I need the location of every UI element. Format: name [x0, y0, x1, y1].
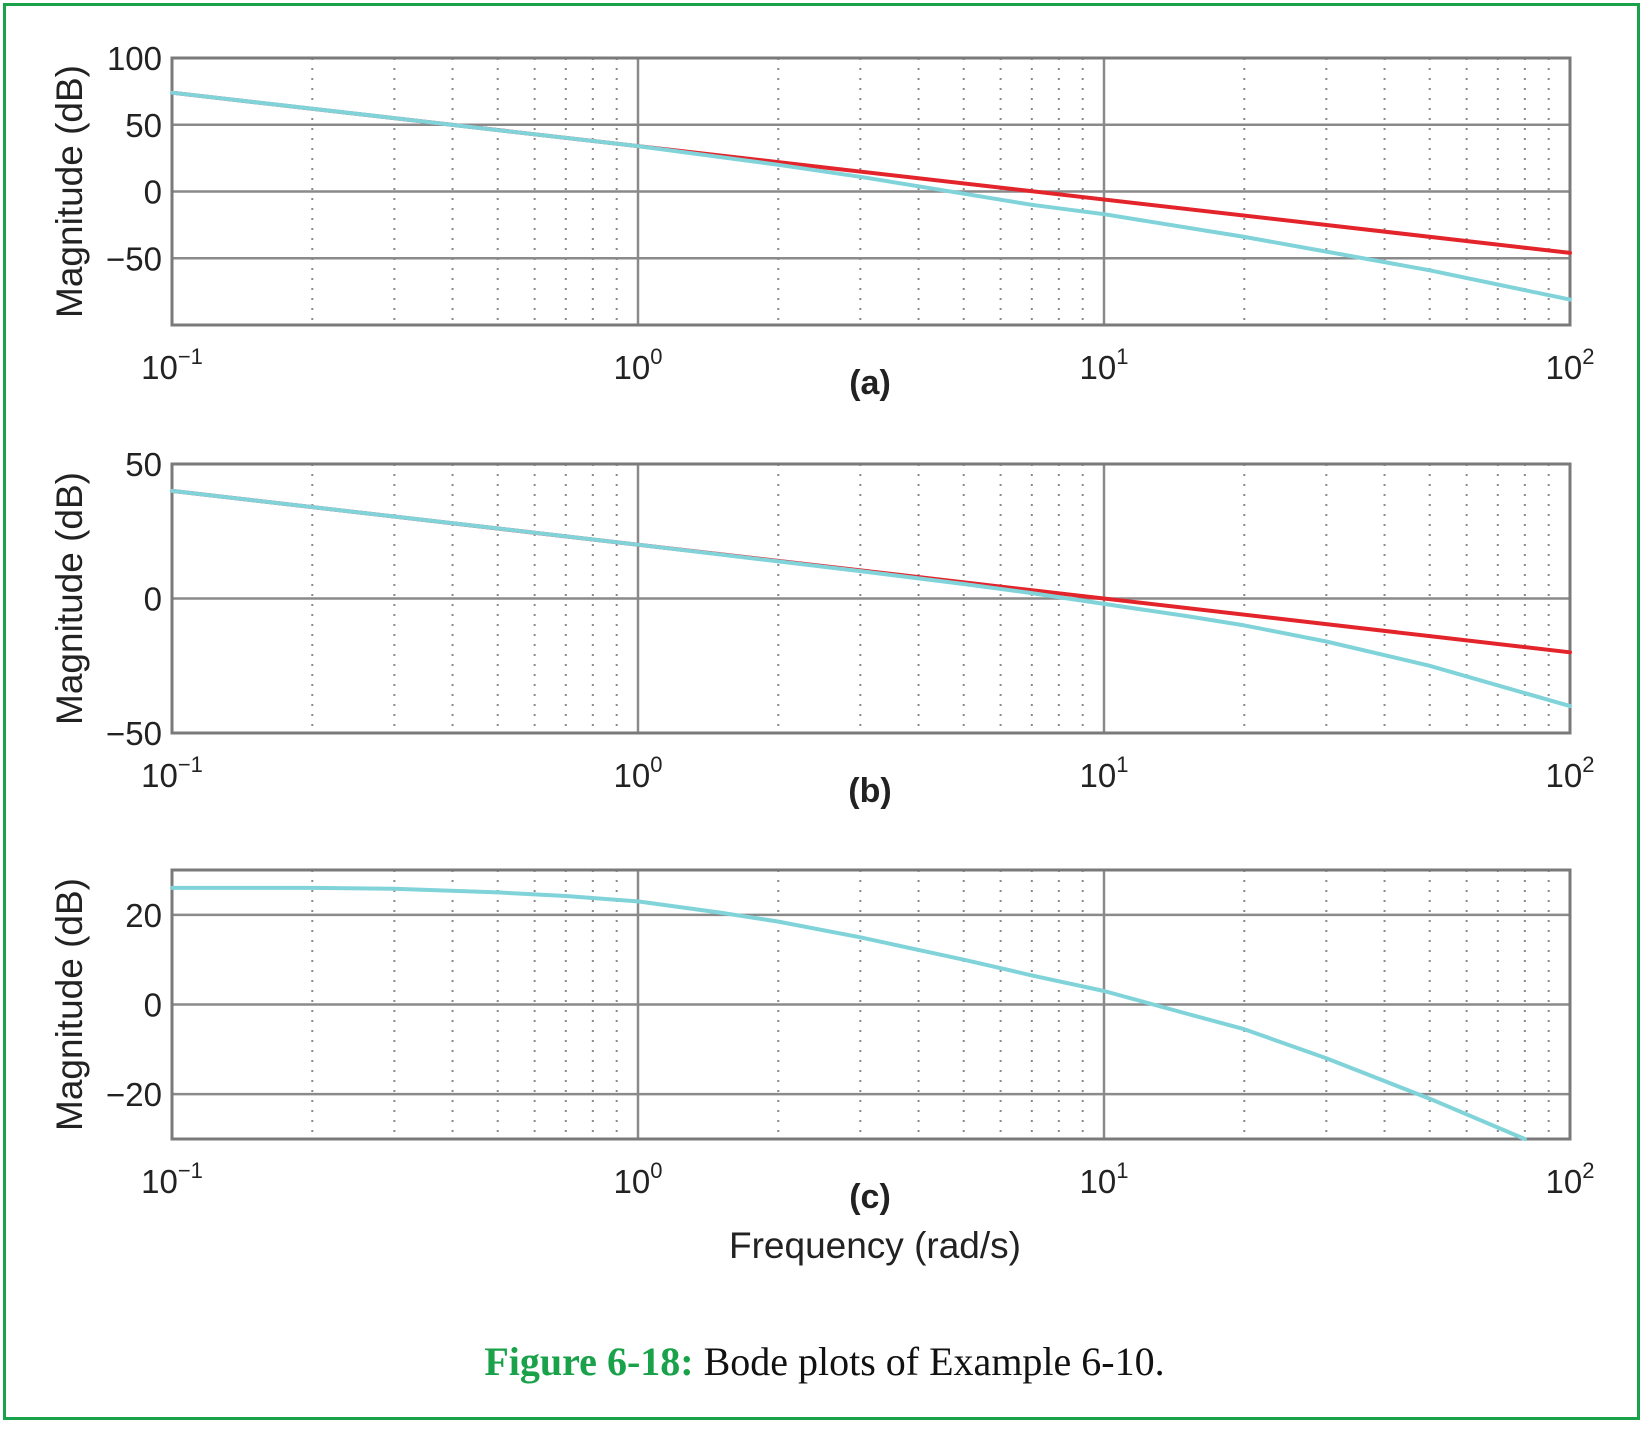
y-tick-label: −50: [106, 240, 162, 277]
caption-label: Figure 6-18:: [484, 1339, 694, 1384]
x-tick-label: 10−1: [141, 752, 203, 794]
series-line-2: [170, 488, 1572, 709]
x-axis-label: Frequency (rad/s): [729, 1225, 1021, 1266]
y-axis-label: Magnitude (dB): [49, 878, 90, 1131]
y-tick-label: 20: [125, 897, 162, 934]
caption-text: Bode plots of Example 6-10.: [703, 1339, 1165, 1384]
x-tick-label: 10−1: [141, 1158, 203, 1200]
y-tick-label: 50: [125, 446, 162, 483]
plot-box: [170, 462, 1572, 735]
y-tick-label: −50: [106, 715, 162, 752]
x-tick-label: 102: [1546, 1158, 1595, 1200]
figure-frame: [3, 3, 1640, 1420]
y-tick-label: 100: [107, 40, 162, 77]
x-tick-label: 100: [614, 1158, 663, 1200]
plot-box: [170, 868, 1572, 1141]
x-tick-label: 100: [614, 752, 663, 794]
x-tick-label: 101: [1080, 752, 1129, 794]
panel-1: 100 50 0 −50 10−1 100 101 102 Magnitude (dB) (a): [49, 40, 1594, 402]
y-tick-label: 0: [144, 987, 162, 1024]
x-tick-label: 100: [614, 344, 663, 386]
series-line-1: [170, 885, 1527, 1141]
y-tick-label: 50: [125, 107, 162, 144]
panel-label: (b): [848, 772, 891, 810]
x-tick-label: 101: [1080, 1158, 1129, 1200]
figure-caption: Figure 6-18: Bode plots of Example 6-10.: [0, 1338, 1649, 1385]
series-line-2: [170, 90, 1572, 302]
x-tick-label: 10−1: [141, 344, 203, 386]
x-tick-label: 102: [1546, 344, 1595, 386]
panel-label: (c): [849, 1178, 891, 1216]
x-tick-label: 101: [1080, 344, 1129, 386]
x-tick-label: 102: [1546, 752, 1595, 794]
y-axis-label: Magnitude (dB): [49, 472, 90, 725]
y-tick-label: 0: [144, 174, 162, 211]
plot-box: [170, 56, 1572, 327]
y-tick-label: −20: [106, 1076, 162, 1113]
panel-3: 20 0 −20 10−1 100 101 102 Magnitude (dB) (c): [49, 868, 1595, 1216]
y-axis-label: Magnitude (dB): [49, 65, 90, 318]
y-tick-label: 0: [144, 581, 162, 618]
panel-label: (a): [849, 364, 891, 402]
